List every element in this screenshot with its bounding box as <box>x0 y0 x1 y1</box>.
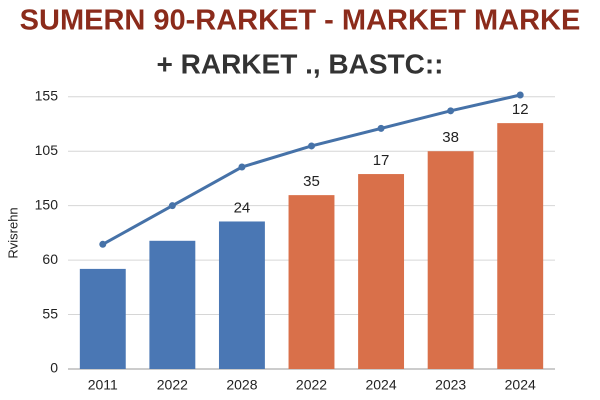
line-point <box>377 124 385 132</box>
line-point <box>99 240 107 248</box>
bar <box>427 151 474 369</box>
line-point <box>308 142 315 150</box>
bar <box>288 195 335 369</box>
line-point <box>516 91 524 99</box>
y-tick-label: 60 <box>42 251 58 267</box>
bar <box>358 174 405 369</box>
bar-label: 17 <box>373 152 390 169</box>
x-tick-label: 2022 <box>157 377 188 393</box>
x-tick-label: 2023 <box>435 377 466 393</box>
bar-label: 24 <box>234 199 251 216</box>
x-tick-label: 2028 <box>226 377 257 393</box>
line-point <box>447 107 455 115</box>
x-tick-label: 2011 <box>88 377 118 393</box>
x-tick-label: 2024 <box>505 377 536 393</box>
bar-label: 12 <box>512 101 529 118</box>
y-tick-label: 105 <box>35 142 59 158</box>
y-tick-label: 155 <box>35 87 59 103</box>
y-tick-label: 150 <box>35 196 59 212</box>
line-point <box>238 163 246 171</box>
y-axis-label: Rvisrehn <box>5 207 20 258</box>
y-tick-label: 0 <box>50 360 58 376</box>
bar-label: 35 <box>303 173 320 190</box>
y-tick-label: 55 <box>42 305 58 321</box>
bar <box>149 240 196 369</box>
chart-title: SUMERN 90-RARKET - MARKET MARKE <box>20 5 581 37</box>
bar <box>497 123 544 369</box>
bar-label: 38 <box>442 129 459 146</box>
bar <box>79 268 126 369</box>
x-tick-label: 2024 <box>365 377 396 393</box>
bar <box>218 221 265 369</box>
chart-subtitle: + RARKET ., BASTC:: <box>157 48 444 79</box>
x-tick-label: 2022 <box>296 377 327 393</box>
line-point <box>168 202 176 210</box>
